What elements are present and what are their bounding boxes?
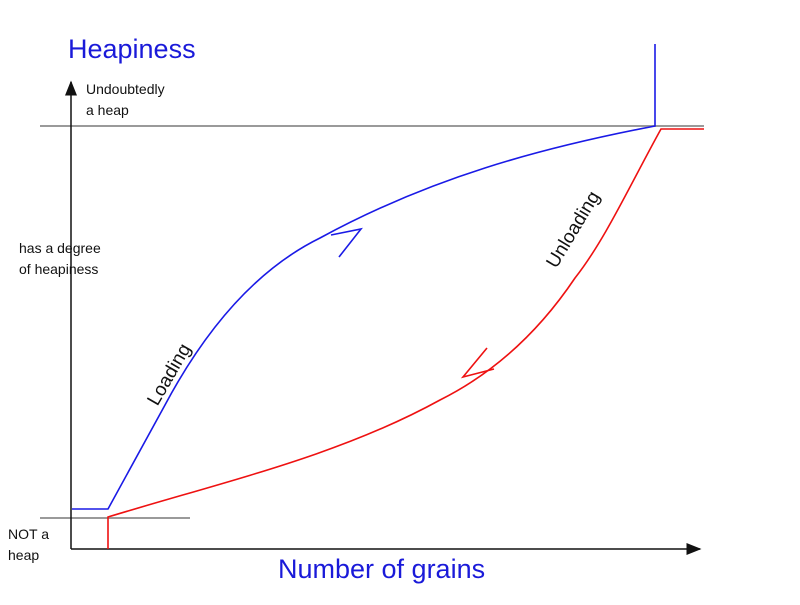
- unloading-curve: [107, 128, 704, 549]
- diagram-title: Heapiness: [68, 34, 196, 64]
- loading-curve: [72, 44, 656, 510]
- partial-heap-label-line2: of heapiness: [19, 261, 99, 277]
- not-heap-label-line1: NOT a: [8, 526, 49, 542]
- heap-level-label: Undoubtedly a heap: [86, 79, 165, 121]
- heap-level-label-line1: Undoubtedly: [86, 81, 165, 97]
- not-heap-label: NOT a heap: [8, 524, 49, 566]
- heap-level-label-line2: a heap: [86, 102, 129, 118]
- not-heap-label-line2: heap: [8, 547, 40, 563]
- loading-arrow-icon: [330, 227, 363, 258]
- x-axis-label: Number of grains: [278, 554, 486, 584]
- partial-heap-label-line1: has a degree: [19, 240, 101, 256]
- partial-heap-label: has a degree of heapiness: [19, 238, 101, 280]
- unloading-arrow-icon: [460, 347, 495, 379]
